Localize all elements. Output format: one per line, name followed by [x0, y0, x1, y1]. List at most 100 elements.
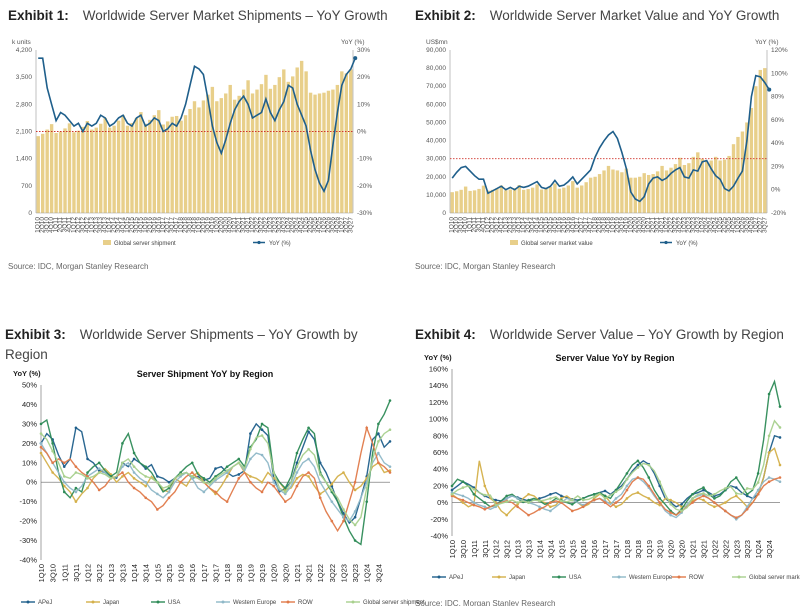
bar [646, 174, 651, 213]
x-tick-label: 2Q18 [596, 217, 603, 233]
x-tick-label: 3Q10 [459, 540, 468, 558]
series-point [295, 451, 299, 455]
legend-label: Global server market value [749, 575, 800, 581]
series-point [260, 480, 264, 484]
x-tick-label: 4Q10 [462, 217, 469, 233]
exhibit-4-label: Exhibit 4: [415, 327, 476, 342]
x-tick-label: 1Q19 [610, 217, 617, 233]
bar [215, 101, 219, 213]
x-tick-label: 4Q13 [102, 217, 109, 233]
x-tick-label: 2Q27 [343, 217, 350, 233]
x-tick-label: 3Q14 [529, 217, 536, 233]
x-tick-label: 2Q13 [507, 217, 514, 233]
series-point [272, 471, 275, 474]
bar [660, 165, 664, 213]
series-point [144, 465, 147, 468]
series-point [62, 475, 66, 478]
y-tick-label: 50% [22, 381, 37, 390]
right-tick-label: 0% [357, 129, 367, 136]
x-tick-label: 1Q13 [107, 564, 116, 582]
series-point [592, 492, 596, 496]
series-point [713, 492, 716, 496]
bar [291, 76, 295, 213]
series-point [132, 471, 136, 474]
right-tick-label: 40% [771, 140, 784, 147]
series-point [734, 516, 738, 519]
series-point [365, 426, 369, 430]
bar [709, 160, 713, 213]
x-tick-label: 1Q15 [538, 217, 545, 233]
series-point [330, 488, 334, 492]
series-point [756, 492, 760, 496]
series-point [581, 498, 585, 502]
legend-label: APeJ [38, 600, 52, 606]
exhibit-1-chart: k units YoY (%) 0 700 1,400 2,100 2,800 3,500 4,… [12, 39, 372, 247]
x-tick-label: 3Q16 [590, 540, 599, 558]
series-point [570, 498, 574, 502]
bar [508, 189, 512, 213]
legend-bar-swatch [103, 240, 111, 245]
legend-marker [677, 575, 681, 579]
bar [562, 187, 566, 213]
series-point [353, 510, 357, 513]
right-tick-label: 20% [357, 74, 370, 81]
bar [700, 158, 704, 213]
bar [633, 177, 637, 213]
bar [754, 86, 758, 213]
bar [673, 164, 678, 213]
series-point [778, 463, 782, 467]
exhibit-4-heading: Worldwide Server Value – YoY Growth by R… [489, 327, 784, 342]
series-point [691, 497, 694, 500]
bar [36, 136, 40, 213]
series-point [505, 513, 508, 517]
x-tick-label: 2Q19 [614, 217, 621, 233]
x-tick-label: 3Q24 [374, 564, 383, 582]
x-tick-label: 3Q17 [169, 217, 176, 233]
series-point [767, 480, 771, 484]
series-point [190, 471, 194, 474]
series-point [86, 475, 89, 478]
series-point [179, 480, 182, 484]
x-tick-label: 3Q19 [656, 540, 665, 558]
series-point [614, 490, 618, 494]
bar [736, 136, 740, 213]
y-tick-label: 140% [429, 381, 449, 390]
inner-chart-title: Server Value YoY by Region [555, 353, 674, 363]
y-tick-label: 100% [429, 415, 449, 424]
bar [63, 128, 67, 213]
series-line [40, 422, 391, 525]
x-tick-label: 2Q17 [578, 217, 585, 233]
series-point [647, 463, 651, 467]
series-point [592, 495, 596, 499]
y-tick-label: 10% [22, 458, 37, 467]
series-point [62, 461, 66, 465]
left-tick-label: 1,400 [16, 156, 33, 163]
x-tick-label: 4Q22 [262, 217, 269, 233]
series-point [284, 500, 287, 503]
x-tick-label: 1Q10 [449, 217, 456, 233]
series-line [451, 434, 781, 508]
x-tick-label: 2Q12 [75, 217, 82, 233]
x-tick-label: 4Q13 [516, 217, 523, 233]
series-point [318, 480, 322, 484]
series-point [132, 486, 136, 490]
legend-marker [737, 575, 741, 579]
series-point [658, 501, 662, 504]
series-point [39, 422, 43, 426]
yoy-last-point [353, 56, 358, 61]
bar [490, 189, 495, 213]
bar [192, 101, 197, 213]
series-point [260, 453, 264, 457]
series-point [365, 500, 369, 503]
series-point [778, 476, 782, 479]
series-point [284, 486, 287, 490]
x-tick-label: 1Q23 [681, 217, 688, 233]
x-tick-label: 2Q16 [560, 217, 567, 233]
x-tick-label: 2Q15 [129, 217, 136, 233]
x-tick-label: 4Q24 [298, 217, 305, 233]
series-point [318, 473, 322, 476]
bar [682, 165, 687, 213]
series-point [483, 507, 487, 511]
bar [539, 189, 544, 213]
series-point [505, 494, 508, 498]
